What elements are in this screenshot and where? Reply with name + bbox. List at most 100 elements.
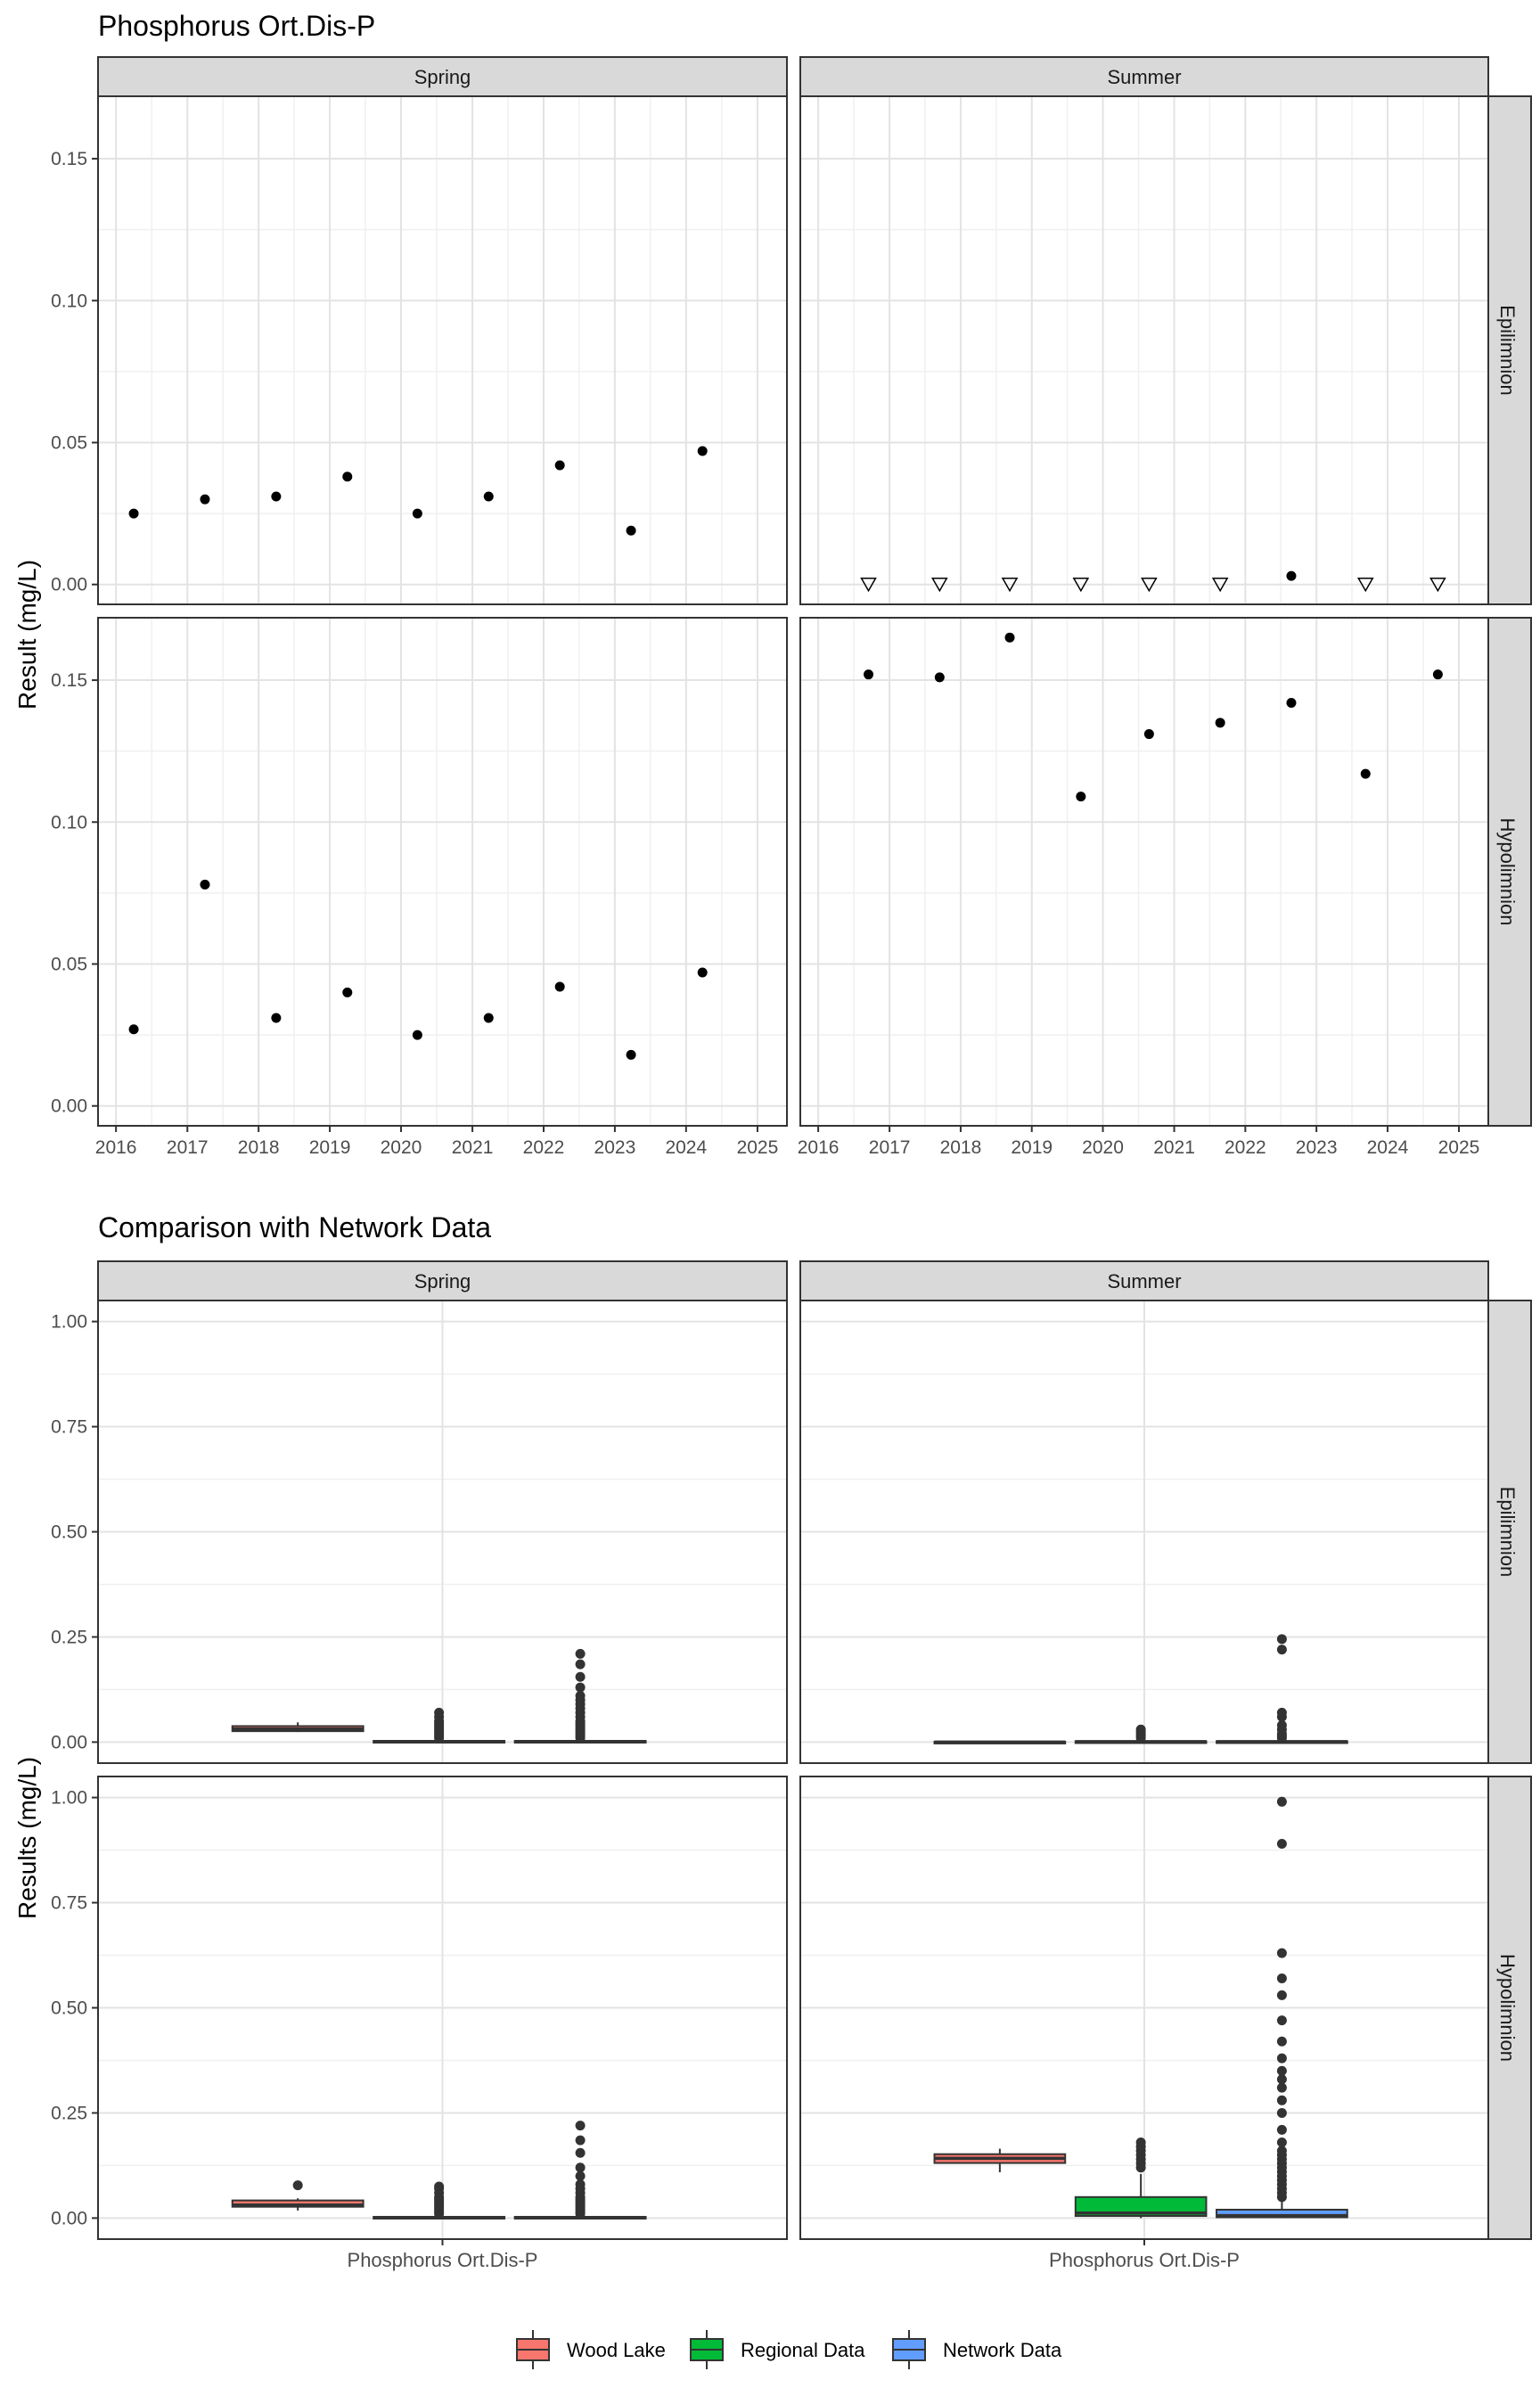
x-tick-label: Phosphorus Ort.Dis-P: [348, 2249, 538, 2271]
x-tick-label: 2016: [95, 1137, 137, 1158]
outlier-point: [1276, 2124, 1287, 2135]
box-network-data: [513, 1648, 647, 1744]
chart1-summer-epilimnion-background: [800, 96, 1488, 604]
y-tick-label: 0.25: [51, 1627, 87, 1647]
x-tick-label: 2018: [940, 1137, 982, 1158]
data-point: [1076, 792, 1086, 802]
y-tick-label: 0.05: [51, 432, 87, 453]
data-point: [864, 669, 874, 680]
y-tick-label: 0.15: [51, 149, 87, 169]
x-tick-label: 2016: [798, 1137, 840, 1158]
chart1-scatter-grid: Spring SummerEpilimnionHypolimnion0.000.0…: [51, 56, 1532, 1158]
y-tick-label: 0.25: [51, 2103, 87, 2123]
data-point: [483, 1013, 494, 1023]
x-tick-label: 2022: [1225, 1137, 1266, 1158]
y-tick-label: 0.15: [51, 670, 87, 691]
x-tick-label: 2020: [381, 1137, 422, 1158]
y-tick-label: 0.05: [51, 954, 87, 974]
outlier-point: [575, 1682, 586, 1693]
outlier-point: [1135, 2137, 1146, 2147]
chart1-summer-hypolimnion-panel: 2016 2017 2018 2019 2020 2021 2022 2023 2024 2025: [798, 617, 1489, 1158]
chart2-summer-epilimnion-border: [799, 1300, 1489, 1764]
data-point: [1286, 698, 1297, 709]
data-point: [554, 460, 565, 471]
chart2-boxplot-grid: Spring Summer Epilimnion Hypolimnion 0.00 0.2…: [51, 1260, 1532, 2271]
chart2-col-summer-strip: [799, 1260, 1489, 1301]
data-point: [271, 491, 282, 502]
data-point: [128, 508, 139, 519]
legend: Wood Lake Regional Data Network Data: [516, 2330, 1062, 2369]
chart1-col-summer-strip: [799, 56, 1489, 97]
data-point-below-detection: [1072, 577, 1090, 593]
box-network-data: [1216, 1634, 1348, 1744]
x-tick-label: 2019: [309, 1137, 351, 1158]
outlier-point: [434, 2181, 445, 2192]
box-network-data: [1216, 1796, 1348, 2219]
data-point-below-detection: [1141, 577, 1158, 593]
chart1-spring-epilimnion-background: [98, 96, 787, 604]
y-tick-label: 0.50: [51, 1522, 87, 1543]
y-tick-label: 0.75: [51, 1893, 87, 1914]
data-point-below-detection: [1001, 577, 1019, 593]
data-point: [697, 446, 708, 456]
chart1-summer-epilimnion-panel: [799, 95, 1489, 605]
data-point: [342, 987, 353, 997]
x-tick-label: 2021: [1153, 1137, 1195, 1158]
outlier-point: [1276, 2107, 1287, 2118]
box-regional-data: [373, 2181, 506, 2220]
outlier-point: [1276, 1838, 1287, 1849]
x-tick-label: 2019: [1011, 1137, 1053, 1158]
chart1-row-hypolimnion-strip-label: Hypolimnion: [1496, 817, 1519, 925]
outlier-point: [292, 2180, 303, 2191]
box-body: [1074, 2195, 1208, 2218]
legend-label: Network Data: [943, 2339, 1062, 2361]
outlier-point: [1276, 1948, 1287, 1958]
data-point-below-detection: [1356, 577, 1374, 593]
outlier-point: [1276, 1973, 1287, 1983]
data-point: [200, 879, 210, 890]
outlier-point: [1276, 2065, 1287, 2076]
y-tick-label: 0.10: [51, 812, 87, 833]
outlier-point: [1276, 1645, 1287, 1655]
outlier-point: [575, 2135, 586, 2146]
y-tick-label: 0.00: [51, 2208, 87, 2228]
outlier-point: [1276, 2036, 1287, 2047]
box-regional-data: [373, 1707, 506, 1744]
chart2-row-epilimnion-strip-label: Epilimnion: [1496, 1487, 1519, 1578]
data-point: [1286, 570, 1297, 581]
chart1-spring-epilimnion-panel: 0.00 0.05 0.10 0.15: [51, 95, 788, 605]
data-point: [271, 1013, 282, 1023]
x-tick-label: 2017: [869, 1137, 911, 1158]
outlier-point: [1276, 2137, 1287, 2147]
chart1-title: Phosphorus Ort.Dis-P: [98, 10, 375, 42]
outlier-point: [1276, 1990, 1287, 2000]
y-tick-label: 0.00: [51, 1732, 87, 1752]
x-tick-label: 2022: [523, 1137, 565, 1158]
x-tick-label: 2023: [1296, 1137, 1338, 1158]
y-tick-label: 0.50: [51, 1998, 87, 2019]
chart1-summer-hypolimnion-border: [799, 617, 1489, 1127]
chart1-spring-hypolimnion-panel: 0.00 0.05 0.10 0.15 2016 2017 2018 2019 2020 2021…: [51, 617, 788, 1158]
chart2-summer-hypolimnion-panel: Phosphorus Ort.Dis-P: [799, 1776, 1489, 2271]
chart1-row-epilimnion-strip-label: Epilimnion: [1496, 305, 1519, 396]
y-tick-label: 0.75: [51, 1417, 87, 1438]
chart2-col-spring-strip-label: Spring: [414, 1270, 471, 1292]
data-point: [200, 494, 210, 505]
chart1-y-axis-label: Result (mg/L): [13, 560, 41, 710]
outlier-point: [575, 2179, 586, 2190]
data-point: [342, 472, 353, 482]
legend-entry-network-data: Network Data: [892, 2330, 1062, 2369]
legend-entry-regional-data: Regional Data: [690, 2330, 865, 2369]
data-point-below-detection: [1211, 577, 1229, 593]
chart1-spring-hypolimnion-border: [97, 617, 788, 1127]
box-wood-lake: [933, 1740, 1067, 1744]
outlier-point: [1276, 2074, 1287, 2085]
chart2-spring-epilimnion-panel: 0.00 0.25 0.50 0.75 1.00: [51, 1300, 788, 1764]
outlier-point: [575, 2162, 586, 2173]
outlier-point: [575, 1659, 586, 1670]
data-point: [1143, 729, 1154, 740]
outlier-point: [1276, 1720, 1287, 1731]
chart1-col-summer-strip-label: Summer: [1107, 66, 1181, 88]
outlier-point: [575, 2170, 586, 2181]
